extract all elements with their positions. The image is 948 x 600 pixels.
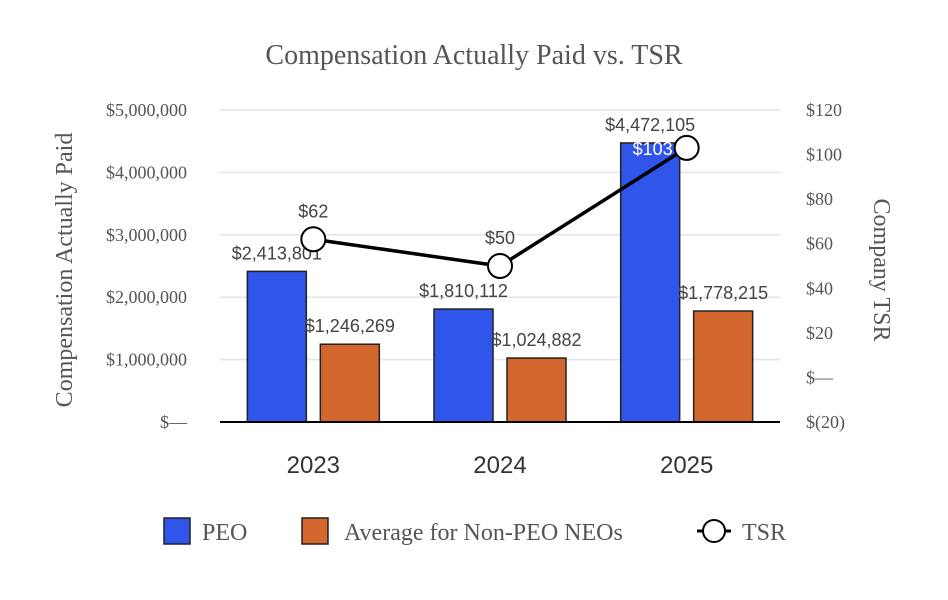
right-tick-label: $40 (806, 278, 833, 298)
tsr-point (487, 253, 513, 279)
right-tick-label: $80 (806, 189, 833, 209)
legend-swatch-non-peo (301, 517, 329, 545)
peo-bar-label: $2,413,801 (232, 243, 322, 263)
legend-swatch-peo (163, 517, 191, 545)
peo-bar (246, 270, 308, 423)
right-tick-label: $120 (806, 100, 842, 120)
left-axis-ticks: $— $1,000,000 $2,000,000 $3,000,000 $4,000,0… (106, 100, 188, 432)
bars (246, 142, 754, 423)
category-label: 2025 (660, 452, 713, 479)
legend-marker-tsr (702, 519, 726, 543)
right-tick-label: $100 (806, 145, 842, 165)
chart-title: Compensation Actually Paid vs. TSR (265, 40, 682, 71)
left-tick-label: $5,000,000 (106, 100, 187, 120)
legend-label-tsr: TSR (742, 520, 786, 546)
right-tick-label: $20 (806, 323, 833, 343)
tsr-point-label: $103 (633, 139, 673, 159)
right-tick-label: $(20) (806, 412, 845, 433)
non-peo-bar (692, 310, 754, 423)
category-label: 2024 (473, 452, 526, 479)
right-axis-label: Company TSR (868, 199, 894, 342)
left-tick-label: $2,000,000 (106, 287, 187, 307)
non-peo-bar (319, 343, 381, 423)
tsr-point-label: $50 (485, 228, 515, 248)
tsr-point (300, 226, 327, 253)
non-peo-bar (506, 357, 567, 423)
legend: PEO Average for Non-PEO NEOs TSR (163, 517, 786, 546)
bar-labels: $2,413,801 $1,246,269 $1,810,112 $1,024,882… (232, 115, 768, 350)
tsr-point-label: $62 (298, 201, 328, 221)
category-labels: 2023 2024 2025 (287, 452, 714, 479)
non-peo-bar-label: $1,024,882 (491, 330, 581, 350)
right-tick-label: $60 (806, 234, 833, 254)
peo-bar (433, 308, 494, 423)
tsr-line-series: $62 $50 $103 (298, 134, 700, 279)
left-tick-label: $1,000,000 (106, 350, 187, 370)
category-label: 2023 (287, 452, 340, 479)
left-tick-label: $— (160, 412, 188, 432)
left-tick-label: $4,000,000 (106, 162, 187, 182)
non-peo-bar-label: $1,246,269 (305, 316, 395, 336)
tsr-point (673, 134, 700, 161)
right-axis-ticks: $(20) $— $20 $40 $60 $80 $100 $120 (806, 100, 845, 433)
left-axis-label: Compensation Actually Paid (52, 133, 78, 408)
left-tick-label: $3,000,000 (106, 225, 187, 245)
peo-bar-label: $1,810,112 (419, 281, 508, 301)
peo-bar (619, 142, 681, 423)
right-tick-label: $— (806, 367, 834, 387)
peo-bar-label: $4,472,105 (605, 115, 695, 135)
legend-label-non-peo: Average for Non-PEO NEOs (344, 520, 623, 546)
legend-label-peo: PEO (202, 520, 247, 546)
non-peo-bar-label: $1,778,215 (678, 283, 768, 303)
